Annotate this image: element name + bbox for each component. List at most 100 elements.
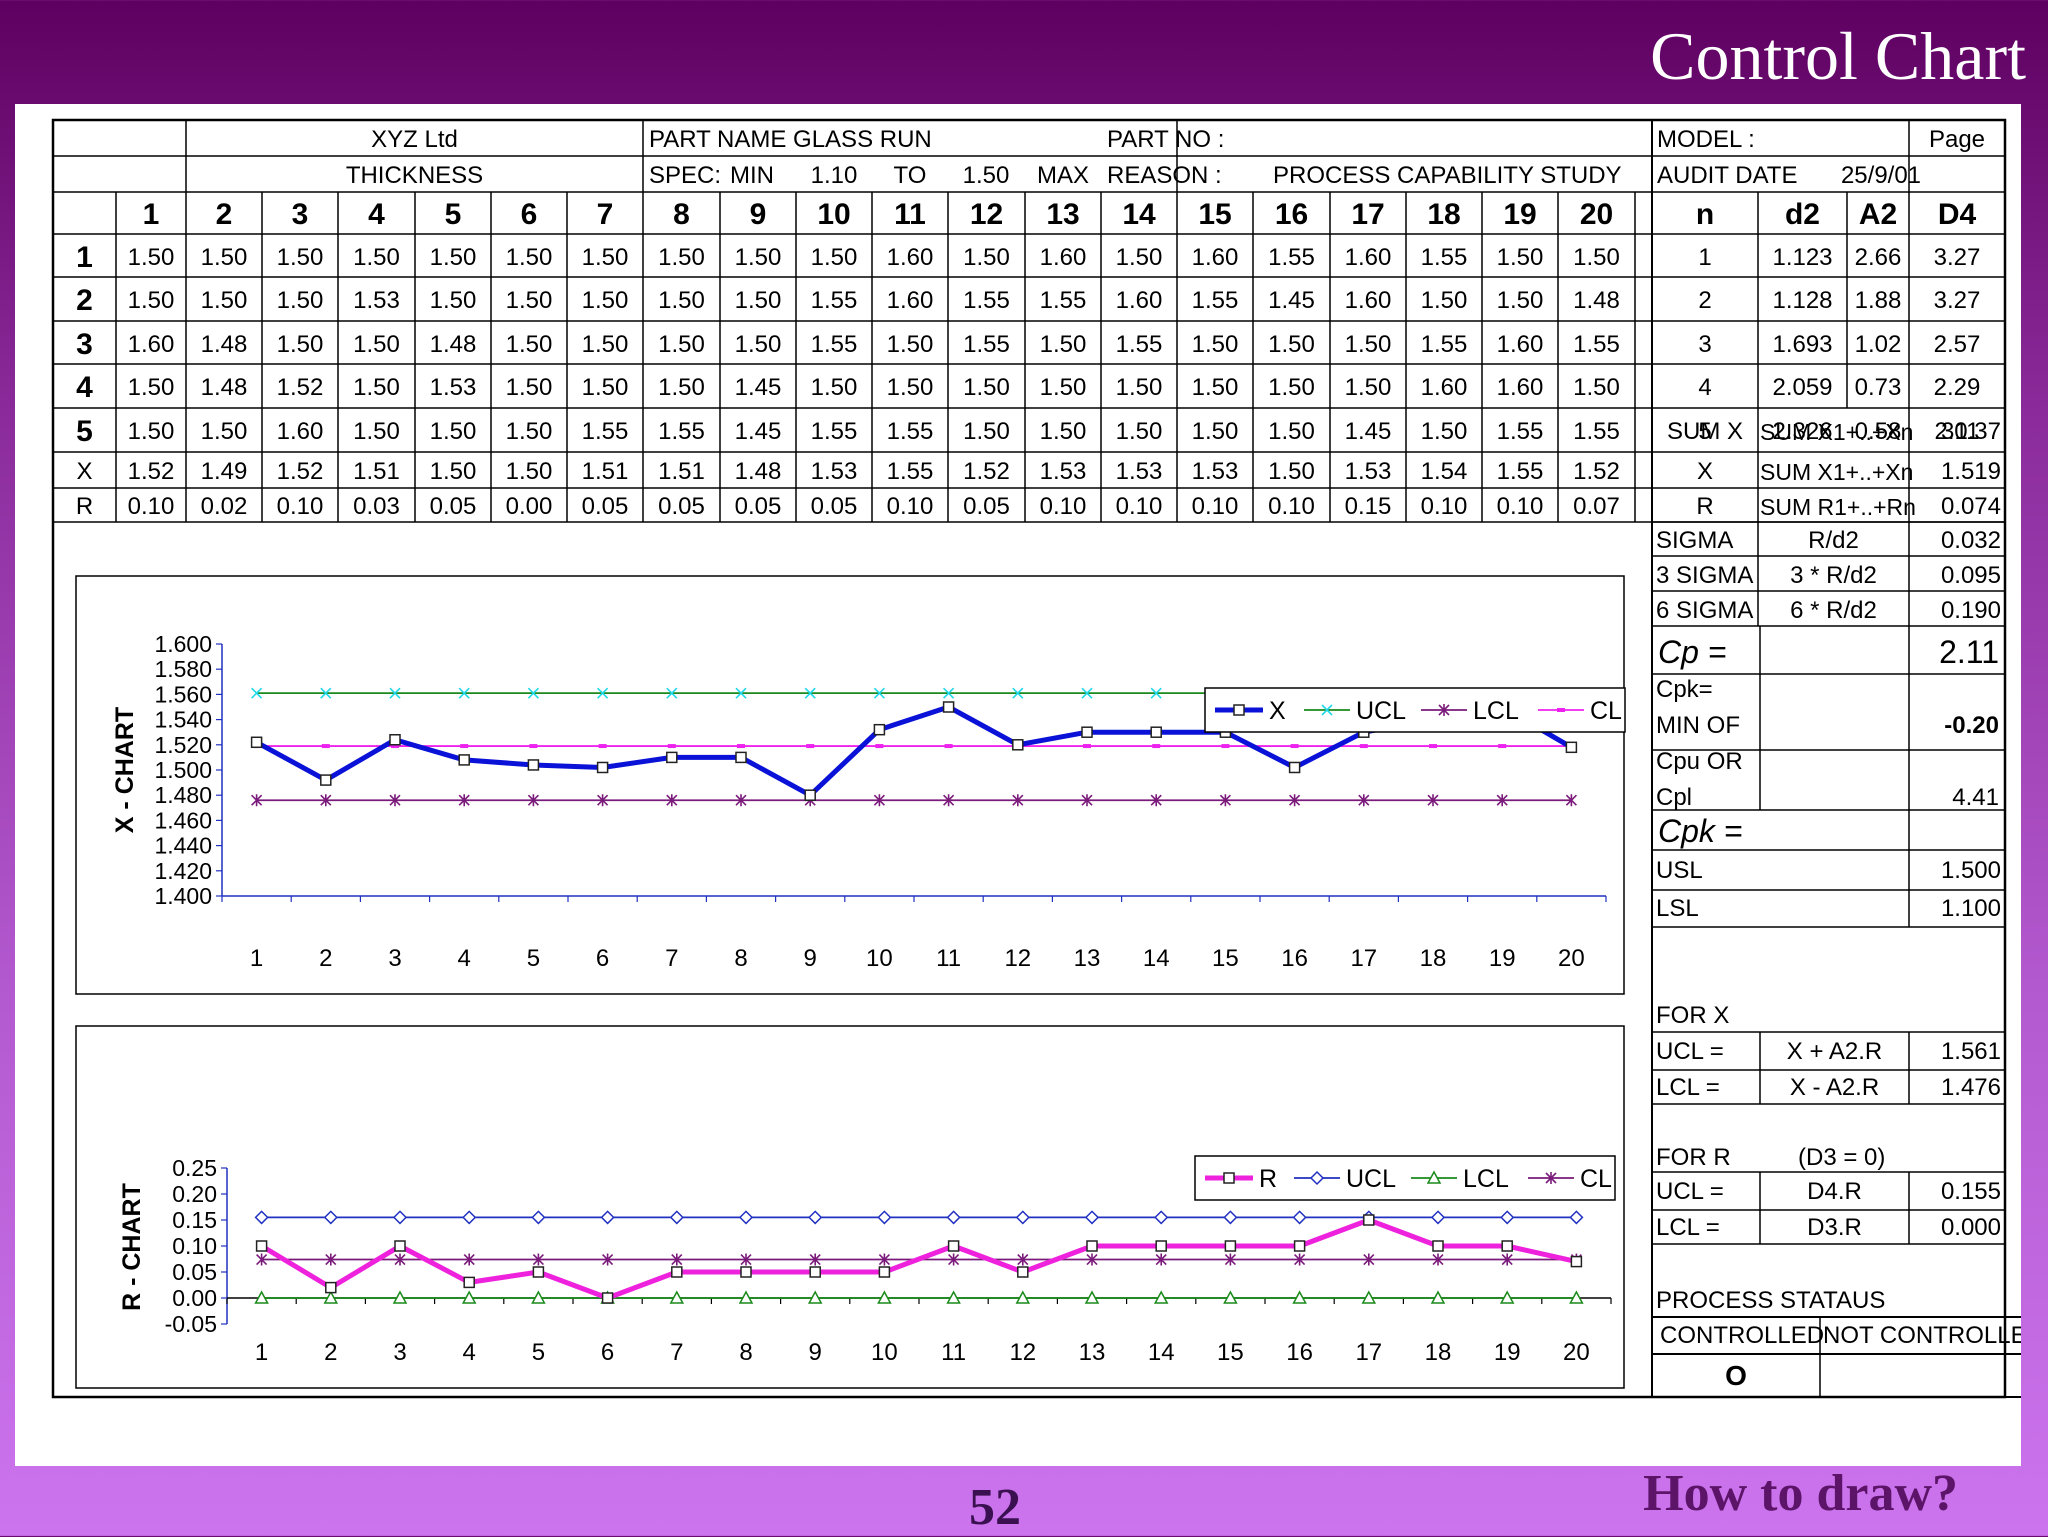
x-chart-y-tick-label: 1.480: [154, 782, 212, 808]
thickness-label: THICKNESS: [345, 162, 484, 189]
reason-label: REASON :: [1107, 162, 1222, 189]
range-value: 0.10: [276, 493, 324, 520]
summary-value: 1.519: [1940, 458, 2001, 485]
x-chart-x-tick-label: 11: [936, 945, 961, 972]
subgroup-number: 15: [1198, 198, 1232, 231]
measurement-value: 1.50: [353, 418, 400, 445]
xbar-value: 1.50: [429, 458, 477, 485]
r-chart-series-cl-point: [1155, 1253, 1167, 1266]
measurement-value: 1.50: [658, 243, 705, 271]
measurement-value: 1.50: [505, 418, 553, 445]
range-value: 0.05: [810, 493, 858, 520]
cpk-label: Cpk=: [1656, 676, 1713, 703]
measurement-value: 1.60: [1496, 330, 1544, 358]
x-chart-series-x-line: [255, 704, 1573, 798]
x-chart-series-lcl-point: [251, 794, 263, 807]
x-chart-series-lcl-point: [873, 794, 885, 807]
constant-value: 0.73: [1854, 374, 1902, 401]
x-chart-chart-frame: [75, 575, 1625, 995]
for-x-label: FOR X: [1656, 1002, 1730, 1029]
spec-to-label: TO: [893, 162, 927, 189]
constant-value: 5: [1698, 418, 1712, 445]
x-chart-series-x-point: [873, 723, 886, 736]
xbar-value: 1.53: [1115, 458, 1163, 485]
audit-date: 25/9/01: [1840, 162, 1922, 189]
measurement-value: 1.45: [734, 374, 782, 401]
r-chart-legend-label: CL: [1580, 1165, 1612, 1193]
r-chart-series-lcl-point: [1361, 1290, 1377, 1304]
x-chart-series-x-point: [320, 774, 332, 786]
constant-value: 2.57: [1933, 330, 1981, 358]
xbar-value: 1.53: [1039, 458, 1087, 485]
x-chart-series-cl-point: [1429, 744, 1437, 749]
x-chart-series-ucl-point: [1012, 687, 1024, 699]
constants-header: D4: [1937, 198, 1977, 231]
r-chart-series-lcl-point: [946, 1290, 961, 1304]
x-chart-series-cl-point: [1221, 744, 1230, 749]
measurement-value: 1.60: [1496, 374, 1544, 401]
r-chart-series-r-point: [1086, 1240, 1098, 1252]
r-lcl-formula: D3.R: [1807, 1214, 1862, 1241]
x-chart-x-tick-label: 20: [1558, 945, 1585, 972]
measurement-value: 1.50: [429, 243, 477, 271]
r-chart-series-cl-point: [1363, 1253, 1375, 1266]
r-chart-series-r-point: [671, 1266, 683, 1278]
xbar-value: 1.52: [1573, 458, 1620, 485]
x-chart-x-tick-label: 13: [1074, 945, 1101, 972]
measurement-value: 1.50: [200, 243, 248, 271]
x-chart-y-tick-label: 1.560: [154, 681, 212, 707]
measurement-value: 1.50: [581, 287, 629, 314]
r-chart-x-tick-label: 20: [1563, 1339, 1590, 1366]
cpk-label: Cpl: [1656, 784, 1693, 811]
sigma-label: 3 SIGMA: [1656, 561, 1754, 589]
subgroup-number: 8: [673, 198, 690, 231]
measurement-value: 1.50: [1039, 330, 1087, 358]
r-chart-series-r-point: [532, 1266, 545, 1278]
measurement-value: 1.50: [1573, 243, 1620, 271]
subgroup-number: 3: [291, 198, 309, 231]
measurement-value: 1.60: [1115, 287, 1163, 314]
x-chart-series-lcl-point: [943, 794, 955, 807]
x-chart-series-lcl-point: [1289, 794, 1301, 807]
measurement-value: 1.55: [1115, 330, 1163, 358]
for-r-note: (D3 = 0): [1798, 1144, 1886, 1171]
x-chart-series-x-point: [1565, 741, 1578, 754]
measurement-value: 1.55: [1420, 243, 1468, 271]
x-chart-x-tick-label: 12: [1004, 945, 1031, 972]
measurement-value: 1.50: [505, 330, 553, 358]
r-chart-series-ucl-point: [1569, 1210, 1584, 1225]
x-ucl-formula: X + A2.R: [1786, 1038, 1883, 1065]
r-chart-x-tick-label: 12: [1009, 1339, 1036, 1366]
subgroup-number: 6: [520, 198, 538, 231]
r-chart-y-title: R - CHART: [118, 1183, 146, 1311]
r-chart-y-tick-label: 0.15: [172, 1207, 217, 1233]
range-value: 0.05: [734, 493, 782, 520]
r-chart-legend-label: LCL: [1463, 1165, 1509, 1193]
sample-label: 4: [76, 371, 93, 404]
x-chart-y-tick-label: 1.500: [154, 757, 212, 783]
measurement-value: 1.50: [276, 243, 324, 271]
x-ucl-label: UCL =: [1656, 1038, 1724, 1065]
measurement-value: 1.60: [886, 287, 934, 314]
part-name: PART NAME GLASS RUN: [649, 126, 932, 153]
r-chart-legend-marker: [1223, 1172, 1235, 1184]
x-chart-x-tick-label: 18: [1420, 945, 1447, 972]
x-chart-y-tick-label: 1.440: [154, 833, 212, 859]
spec-max-value: 1.50: [962, 162, 1010, 189]
r-chart-series-cl-point: [671, 1253, 683, 1266]
page-number: 52: [969, 1479, 1021, 1536]
r-chart-series-r-point: [1155, 1240, 1167, 1252]
x-chart-series-cl-point: [460, 744, 469, 749]
constant-value: 3.27: [1933, 243, 1981, 271]
constant-value: 1.128: [1772, 287, 1833, 314]
r-chart-series-r-point: [1224, 1240, 1237, 1252]
measurement-value: 1.50: [810, 374, 858, 401]
r-chart-series-r-point: [947, 1240, 960, 1252]
r-chart-series-lcl-point: [254, 1290, 269, 1304]
x-chart-series-lcl-point: [597, 794, 609, 807]
measurement-value: 1.55: [810, 287, 858, 314]
x-chart-x-tick-label: 5: [527, 945, 540, 972]
r-lcl-value: 0.000: [1940, 1214, 2001, 1241]
r-chart-series-r-point: [463, 1276, 475, 1289]
measurement-value: 1.50: [1191, 374, 1239, 401]
